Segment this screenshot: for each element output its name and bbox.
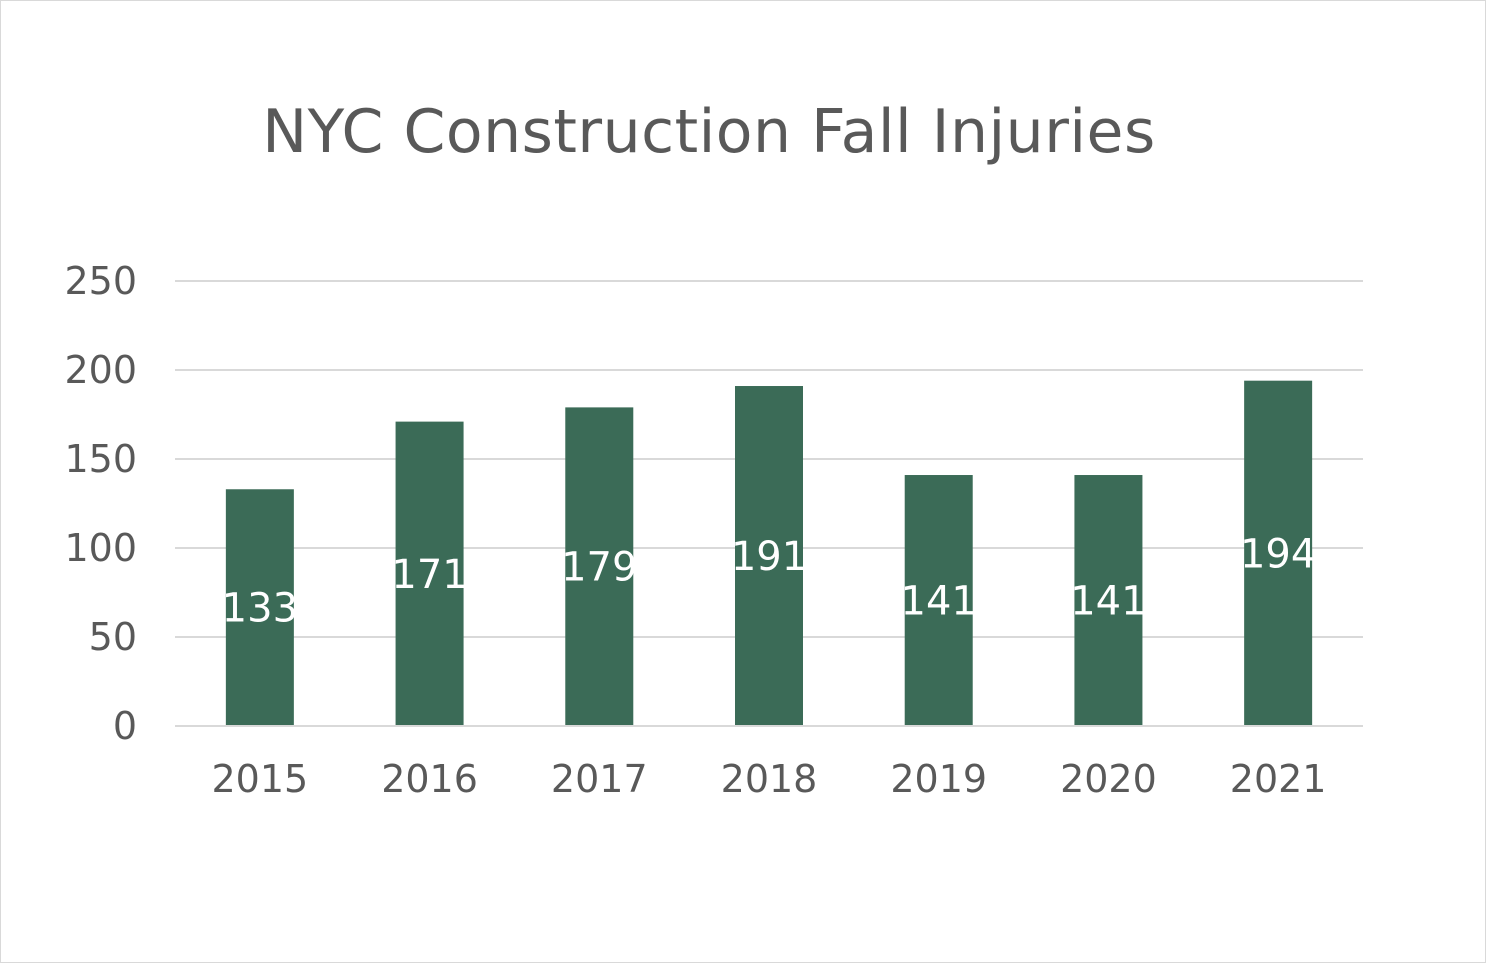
- x-tick-label: 2021: [1230, 757, 1327, 801]
- data-label: 133: [222, 586, 298, 632]
- y-tick-label: 150: [64, 437, 137, 481]
- x-tick-label: 2019: [890, 757, 987, 801]
- y-tick-label: 0: [113, 704, 137, 748]
- y-axis: 0 50 100 150 200 250: [64, 259, 137, 748]
- chart-title: NYC Construction Fall Injuries: [262, 97, 1156, 167]
- data-label: 171: [391, 552, 467, 598]
- bar: [1074, 475, 1143, 726]
- data-label: 179: [561, 545, 637, 591]
- data-label: 141: [1070, 579, 1146, 625]
- bar: [904, 475, 973, 726]
- data-label: 191: [731, 534, 807, 580]
- x-tick-label: 2018: [721, 757, 818, 801]
- x-tick-label: 2020: [1060, 757, 1157, 801]
- bar: [395, 421, 464, 726]
- data-label: 141: [901, 579, 977, 625]
- bar: [735, 386, 803, 726]
- x-tick-label: 2015: [211, 757, 308, 801]
- x-tick-label: 2017: [551, 757, 648, 801]
- y-tick-label: 250: [64, 259, 137, 303]
- bars: [225, 380, 1313, 726]
- bar: [565, 407, 634, 726]
- x-tick-label: 2016: [381, 757, 478, 801]
- bar: [1244, 380, 1313, 726]
- y-tick-label: 200: [64, 348, 137, 392]
- data-labels: 133 171 179 191 141 141 194: [222, 531, 1317, 631]
- x-axis: 2015 2016 2017 2018 2019 2020 2021: [175, 725, 1363, 801]
- y-tick-label: 50: [89, 615, 137, 659]
- data-label: 194: [1240, 531, 1316, 577]
- bar: [225, 489, 294, 726]
- y-tick-label: 100: [64, 526, 137, 570]
